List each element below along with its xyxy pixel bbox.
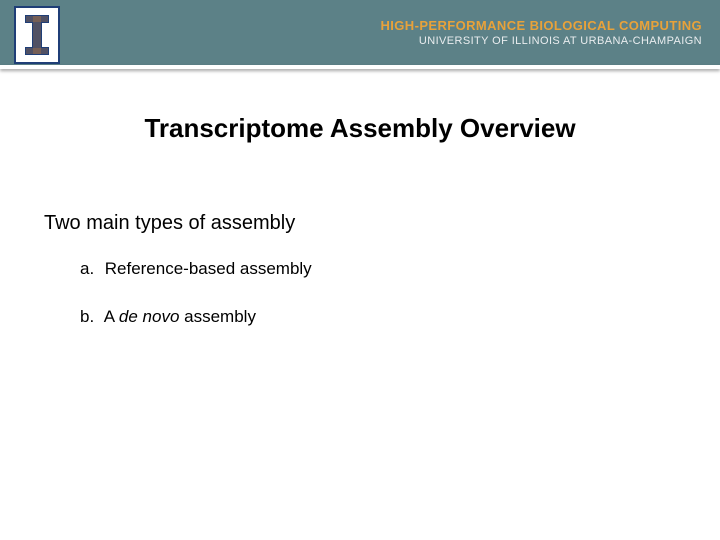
list-item: a. Reference-based assembly <box>80 259 676 279</box>
header-divider <box>0 65 720 69</box>
assembly-type-list: a. Reference-based assembly b. A de novo… <box>80 259 676 327</box>
header-bar: HIGH-PERFORMANCE BIOLOGICAL COMPUTING UN… <box>0 0 720 65</box>
subheading: Two main types of assembly <box>44 212 676 235</box>
page-title: Transcriptome Assembly Overview <box>84 113 636 144</box>
list-marker: b. <box>80 307 100 327</box>
list-marker: a. <box>80 259 100 279</box>
header-line1: HIGH-PERFORMANCE BIOLOGICAL COMPUTING <box>381 18 703 33</box>
block-i-icon <box>23 13 51 57</box>
header-titles: HIGH-PERFORMANCE BIOLOGICAL COMPUTING UN… <box>381 18 707 47</box>
header-line2: UNIVERSITY OF ILLINOIS AT URBANA-CHAMPAI… <box>381 35 703 47</box>
list-text-pre: Reference-based assembly <box>105 259 312 278</box>
list-text-italic: de novo <box>119 307 180 326</box>
list-text-post: assembly <box>179 307 256 326</box>
list-text-pre: A <box>104 307 119 326</box>
list-item: b. A de novo assembly <box>80 307 676 327</box>
illinois-logo <box>14 6 60 64</box>
slide-content: Transcriptome Assembly Overview Two main… <box>0 69 720 327</box>
